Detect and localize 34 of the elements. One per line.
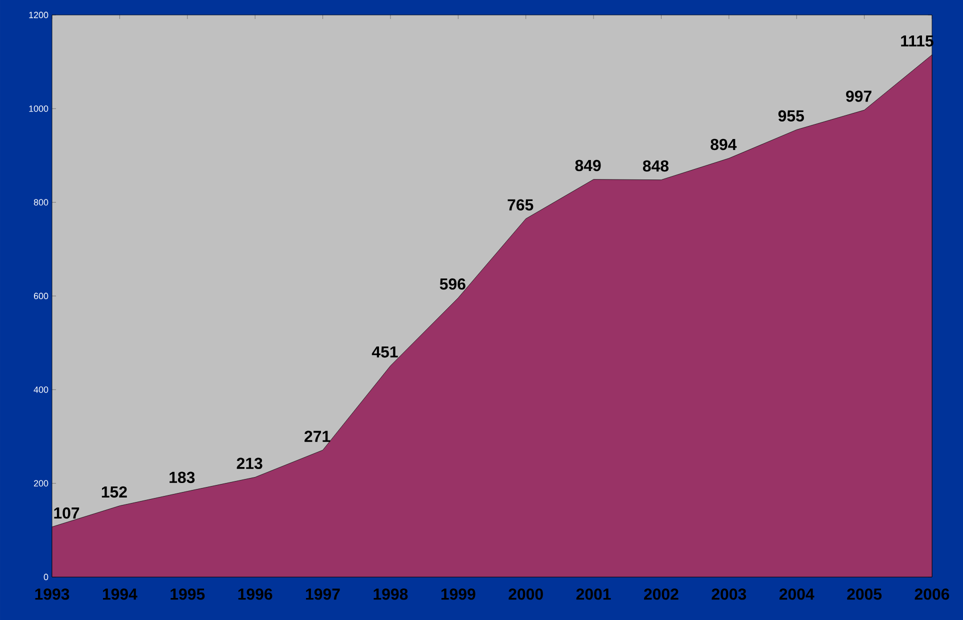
y-tick-label: 400 <box>34 386 48 393</box>
x-tick-label: 2000 <box>508 588 543 600</box>
x-tick-label: 1993 <box>35 588 70 600</box>
x-tick-label: 2002 <box>644 588 678 600</box>
x-tick-label: 1998 <box>374 588 408 600</box>
data-label: 183 <box>170 472 195 484</box>
data-label: 765 <box>508 199 534 211</box>
data-label: 848 <box>642 160 669 172</box>
data-label: 955 <box>778 110 804 122</box>
data-label: 451 <box>372 346 398 358</box>
data-label: 107 <box>54 507 80 519</box>
y-tick-label: 200 <box>34 480 48 486</box>
data-label: 213 <box>236 458 262 470</box>
x-tick-label: 1995 <box>170 588 205 600</box>
y-tick-label: 800 <box>34 199 48 206</box>
y-tick-label: 1200 <box>29 12 48 18</box>
x-tick-label: 2004 <box>779 588 814 600</box>
x-tick-label: 2005 <box>847 588 882 600</box>
data-label: 596 <box>440 278 466 290</box>
data-label: 894 <box>710 138 737 150</box>
y-tick-label: 1000 <box>29 105 48 112</box>
x-tick-label: 2006 <box>914 588 950 600</box>
x-tick-label: 1996 <box>238 588 272 600</box>
data-label: 997 <box>846 90 872 102</box>
x-tick-label: 2001 <box>576 588 611 600</box>
x-tick-label: 1994 <box>102 588 138 600</box>
y-tick-label: 0 <box>44 574 48 580</box>
y-tick-label: 600 <box>34 292 48 300</box>
x-tick-label: 1999 <box>441 588 476 600</box>
data-label: 271 <box>304 430 330 442</box>
x-tick-label: 1997 <box>306 588 340 600</box>
data-label: 152 <box>102 486 127 498</box>
data-label: 849 <box>575 160 601 172</box>
x-tick-label: 2003 <box>712 588 746 600</box>
